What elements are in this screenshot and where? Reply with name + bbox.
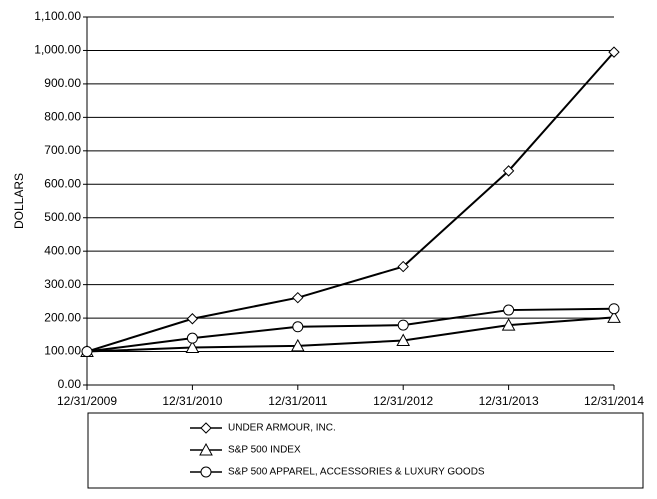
point xyxy=(397,260,409,273)
y-tick-label: 300.00 xyxy=(44,277,81,291)
point xyxy=(608,46,620,58)
y-tick-label: 700.00 xyxy=(44,143,81,157)
point xyxy=(186,332,198,344)
point xyxy=(290,338,305,352)
y-tick-label: 1,000.00 xyxy=(34,43,81,57)
y-tick-label: 900.00 xyxy=(44,76,81,90)
y-tick-label: 200.00 xyxy=(44,310,81,324)
legend-marker xyxy=(199,442,213,456)
y-tick-label: 800.00 xyxy=(44,110,81,124)
point xyxy=(292,291,304,304)
y-tick-label: 100.00 xyxy=(44,344,81,358)
point xyxy=(396,333,411,347)
point xyxy=(503,304,515,316)
legend-label: UNDER ARMOUR, INC. xyxy=(228,423,336,434)
legend-label: S&P 500 INDEX xyxy=(228,445,301,456)
x-tick-label: 12/31/2014 xyxy=(584,394,644,408)
point xyxy=(186,313,199,325)
y-tick-label: 600.00 xyxy=(44,176,81,190)
point xyxy=(292,321,304,333)
point xyxy=(607,310,621,323)
point xyxy=(397,319,409,331)
series-line xyxy=(86,307,615,353)
legend-marker xyxy=(200,466,212,478)
legend-box xyxy=(87,412,644,489)
x-tick-label: 12/31/2013 xyxy=(479,394,539,408)
point xyxy=(501,318,516,331)
point xyxy=(608,303,620,315)
y-tick-label: 400.00 xyxy=(44,243,81,257)
series-line xyxy=(86,316,615,353)
x-tick-label: 12/31/2012 xyxy=(373,394,433,408)
y-tick-label: 500.00 xyxy=(44,210,81,224)
y-tick-label: 0.00 xyxy=(58,377,82,391)
x-tick-label: 12/31/2009 xyxy=(57,394,117,408)
y-axis-label: DOLLARS xyxy=(12,173,26,229)
series-line xyxy=(86,51,615,353)
x-tick-label: 12/31/2011 xyxy=(268,394,327,408)
legend-label: S&P 500 APPAREL, ACCESSORIES & LUXURY GO… xyxy=(228,467,485,478)
legend-marker xyxy=(200,422,212,434)
y-tick-label: 1,100.00 xyxy=(34,9,81,23)
x-tick-label: 12/31/2010 xyxy=(162,394,222,408)
point xyxy=(185,340,200,354)
point xyxy=(81,346,93,358)
point xyxy=(502,165,515,177)
